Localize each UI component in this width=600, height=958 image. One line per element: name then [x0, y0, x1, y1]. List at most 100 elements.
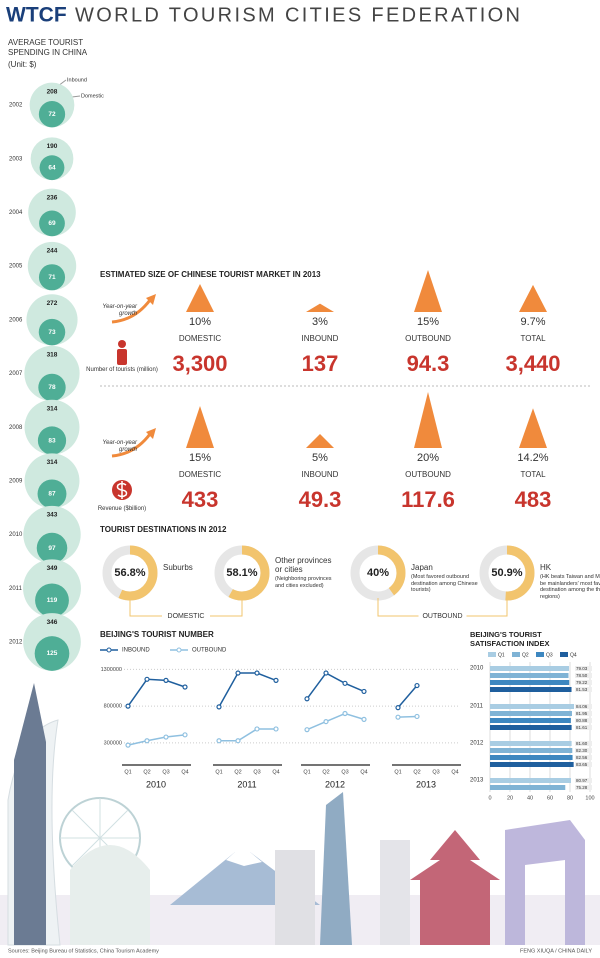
- dollar-sign: [116, 481, 128, 499]
- group-label: 2010: [146, 779, 166, 789]
- domestic-bubble: [38, 264, 66, 291]
- source: Sources: Beijing Bureau of Statistics, C…: [8, 948, 159, 954]
- point: [361, 716, 367, 722]
- legend-swatch: [536, 652, 544, 657]
- bar: [490, 711, 572, 716]
- arrow-head: [146, 428, 156, 439]
- point: [182, 732, 188, 738]
- donut-arc: [350, 545, 406, 601]
- market-icons: [100, 294, 590, 500]
- donut-value: 40%: [367, 567, 389, 579]
- year-label: 2011: [9, 586, 23, 592]
- growth-triangle: [519, 408, 547, 448]
- inbound-value: 346: [47, 619, 58, 626]
- growth-triangle: [414, 392, 442, 448]
- value-label: 78.50: [576, 673, 588, 678]
- legend-swatch: [488, 652, 496, 657]
- legend-label: Q4: [570, 652, 577, 658]
- point: [395, 705, 401, 711]
- domestic-value: 87: [48, 491, 56, 498]
- tower: [14, 683, 46, 945]
- category-label: DOMESTIC: [179, 470, 221, 479]
- y-tick-label: 1300000: [101, 667, 122, 673]
- value-label: 94.3: [407, 351, 450, 376]
- x-tick-label: Q1: [124, 769, 131, 775]
- point: [125, 742, 131, 748]
- point: [125, 703, 131, 709]
- series-line: [397, 715, 418, 718]
- domestic-value: 125: [47, 650, 58, 657]
- x-tick-label: 0: [488, 795, 491, 801]
- value-label: 79.22: [576, 680, 588, 685]
- value-label: 75.28: [576, 785, 588, 790]
- point: [304, 696, 310, 702]
- value-bg: [575, 680, 592, 685]
- value-label: 82.30: [576, 748, 588, 753]
- donut-value: 56.8%: [114, 567, 145, 579]
- point: [304, 727, 310, 733]
- legend-label: Q2: [522, 652, 529, 658]
- point: [273, 726, 279, 732]
- value-label: 117.6: [401, 487, 455, 512]
- donut-label: HK (HK beats Taiwan and Macao to be mainl…: [540, 563, 600, 600]
- growth-triangle: [186, 284, 214, 312]
- legend-label: Inbound: [67, 77, 87, 83]
- growth-triangle: [414, 270, 442, 312]
- value-label: 483: [515, 487, 552, 512]
- x-tick-label: Q3: [253, 769, 260, 775]
- value-bg: [575, 741, 592, 746]
- value-label: 3,300: [172, 351, 227, 376]
- value-bg: [575, 778, 592, 783]
- growth-value: 15%: [417, 316, 439, 328]
- point: [182, 684, 188, 690]
- bar: [490, 741, 572, 746]
- bar: [490, 718, 571, 723]
- point: [254, 726, 260, 732]
- destination-note: (Most favored outbound destination among…: [411, 574, 478, 593]
- legend-marker: [106, 647, 112, 653]
- value-label: 83.65: [576, 762, 588, 767]
- metric-label: Number of tourists (million): [86, 367, 158, 373]
- donut-label: Suburbs: [163, 563, 223, 572]
- year-label: 2013: [470, 778, 484, 784]
- value-bg: [575, 711, 592, 716]
- domestic-bubble: [38, 318, 66, 346]
- domestic-bubble: [37, 426, 67, 455]
- snow-cap: [226, 852, 262, 866]
- x-tick-label: 40: [527, 795, 533, 801]
- category-label: OUTBOUND: [405, 470, 451, 479]
- year-label: 2010: [470, 666, 484, 672]
- building: [275, 850, 315, 945]
- series-line: [127, 678, 186, 707]
- x-tick-label: Q3: [432, 769, 439, 775]
- bar: [490, 762, 574, 767]
- inbound-value: 236: [47, 194, 58, 201]
- bar: [490, 673, 569, 678]
- growth-label: Year-on-year growth: [102, 304, 137, 317]
- growth-value: 20%: [417, 452, 439, 464]
- point: [144, 676, 150, 682]
- point: [414, 713, 420, 720]
- domestic-value: 83: [48, 437, 56, 444]
- x-tick-label: Q3: [341, 769, 348, 775]
- tv-tower: [505, 820, 585, 945]
- inbound-value: 318: [47, 352, 58, 359]
- value-label: 81.61: [576, 725, 588, 730]
- bar: [490, 755, 573, 760]
- x-tick-label: Q2: [413, 769, 420, 775]
- point: [323, 670, 329, 676]
- value-bg: [575, 762, 592, 767]
- legend-label: INBOUND: [122, 648, 150, 654]
- destination-name: Suburbs: [163, 563, 193, 572]
- value-label: 84.06: [576, 704, 588, 709]
- category-label: TOTAL: [520, 334, 546, 343]
- section-title: BEIJING'S TOURIST NUMBER: [100, 630, 214, 639]
- point: [342, 680, 348, 686]
- year-label: 2004: [9, 210, 23, 216]
- domestic-value: 119: [47, 597, 58, 604]
- value-bg: [575, 785, 592, 790]
- category-label: OUTBOUND: [405, 334, 451, 343]
- year-label: 2002: [9, 103, 23, 109]
- growth-arrow: [111, 433, 152, 458]
